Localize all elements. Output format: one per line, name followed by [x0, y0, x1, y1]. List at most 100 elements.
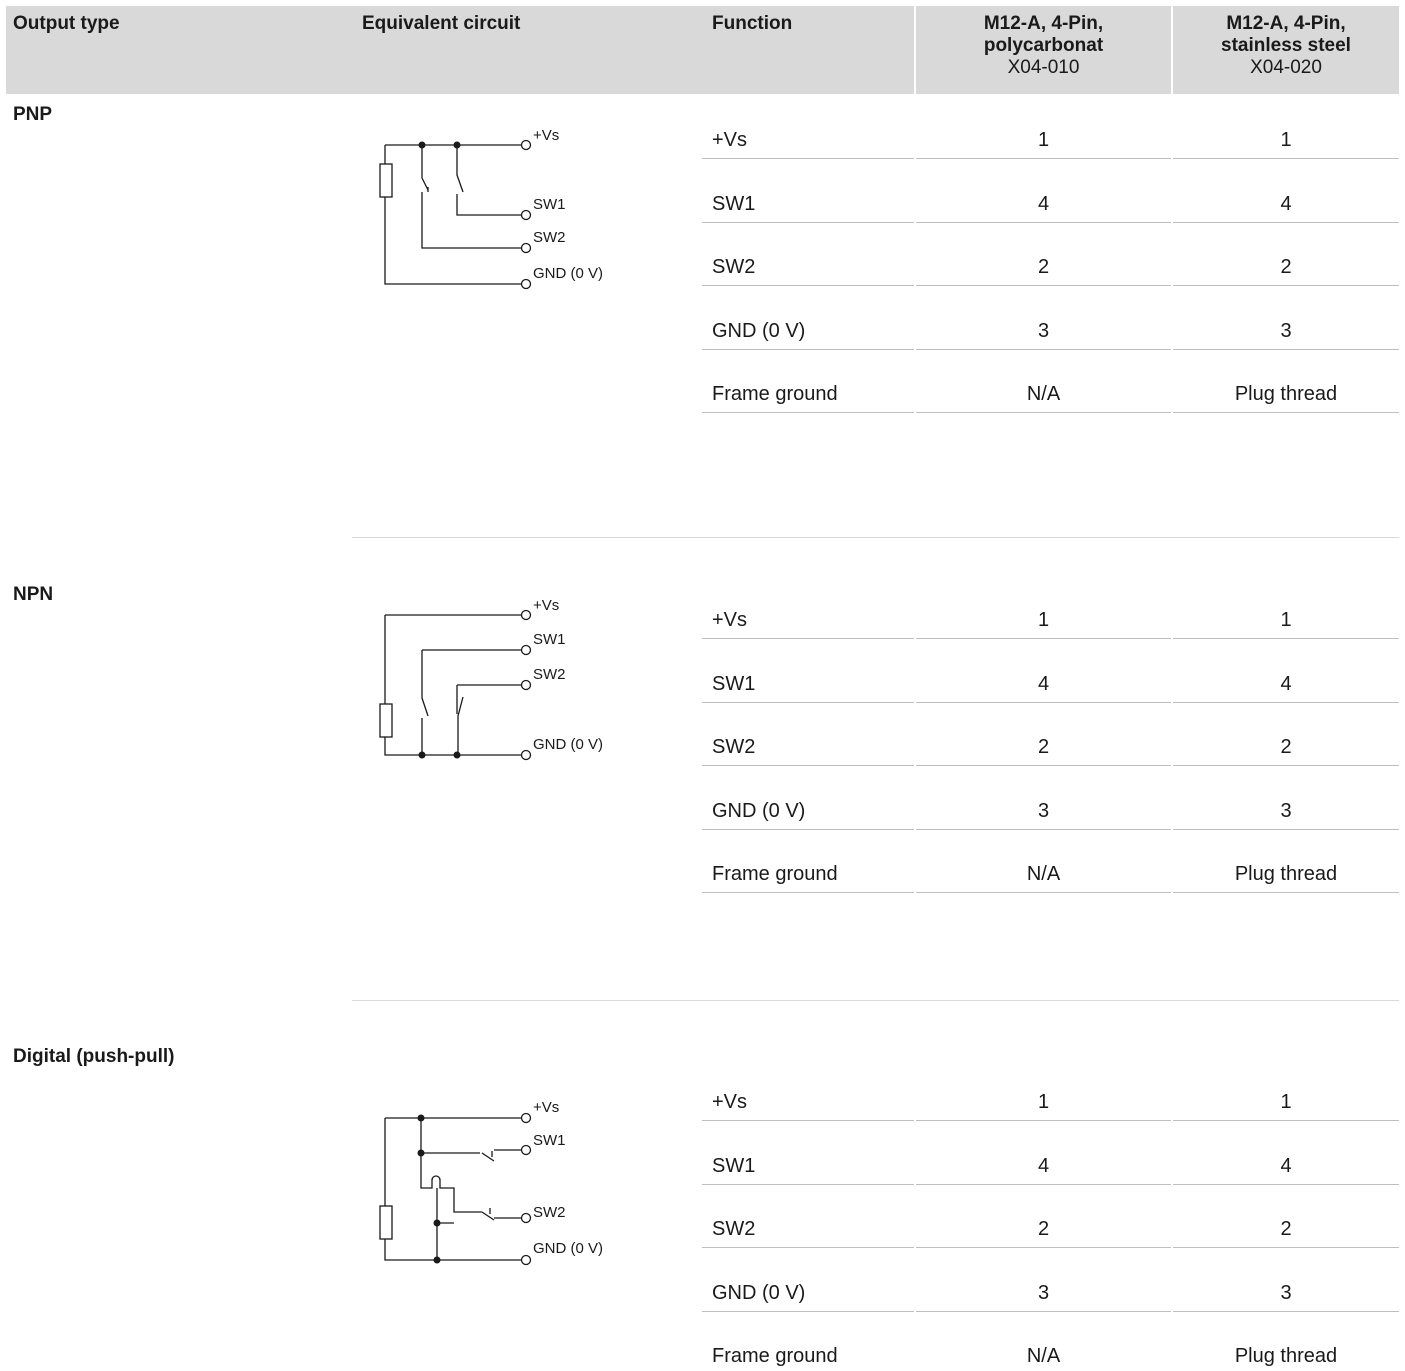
row-pin-stainless: 2	[1280, 1218, 1292, 1240]
row-function: SW2	[712, 1218, 756, 1240]
row-pin-stainless: 1	[1280, 1091, 1292, 1113]
row-function: SW1	[712, 673, 756, 695]
row-divider	[916, 222, 1171, 223]
row-pin-stainless: Plug thread	[1234, 383, 1338, 405]
row-divider	[1173, 1311, 1399, 1312]
row-pin-polycarbonat: 2	[1037, 1218, 1050, 1240]
push-pull-sw1-label: SW1	[533, 1132, 566, 1149]
section-label-pnp: PNP	[13, 104, 53, 125]
push-pull-row-sw1: SW1 4 4	[702, 1121, 1399, 1185]
row-pin-stainless: 4	[1280, 1155, 1292, 1177]
row-divider	[916, 1184, 1171, 1185]
pnp-row-sw1: SW1 4 4	[702, 159, 1399, 223]
pnp-sw1-label: SW1	[533, 196, 566, 213]
header-col2-code: X04-020	[1250, 57, 1322, 78]
pnp-row-gnd: GND (0 V) 3 3	[702, 286, 1399, 350]
row-divider	[1173, 412, 1399, 413]
row-function: GND (0 V)	[712, 800, 806, 822]
row-function: SW2	[712, 256, 756, 278]
row-divider	[916, 158, 1171, 159]
npn-row-gnd: GND (0 V) 3 3	[702, 766, 1399, 830]
npn-row-sw2: SW2 2 2	[702, 702, 1399, 766]
row-divider	[702, 412, 914, 413]
row-divider	[916, 349, 1171, 350]
npn-row-frame-ground: Frame ground N/A Plug thread	[702, 829, 1399, 893]
row-pin-polycarbonat: 4	[1037, 193, 1050, 215]
row-pin-polycarbonat: 1	[1037, 1091, 1050, 1113]
push-pull-row-vs: +Vs 1 1	[702, 1057, 1399, 1121]
section-label-npn: NPN	[13, 584, 54, 605]
row-function: +Vs	[712, 129, 748, 151]
pnp-gnd-label: GND (0 V)	[533, 265, 603, 282]
pnp-row-sw2: SW2 2 2	[702, 222, 1399, 286]
row-divider	[702, 702, 914, 703]
row-pin-polycarbonat: 1	[1037, 609, 1050, 631]
row-divider	[702, 1120, 914, 1121]
push-pull-row-sw2: SW2 2 2	[702, 1184, 1399, 1248]
pnp-row-frame-ground: Frame ground N/A Plug thread	[702, 349, 1399, 413]
section-divider	[352, 1000, 1399, 1001]
row-divider	[702, 1247, 914, 1248]
row-pin-stainless: 4	[1280, 193, 1292, 215]
row-divider	[1173, 765, 1399, 766]
row-pin-polycarbonat: 3	[1037, 1282, 1050, 1304]
section-divider	[352, 537, 1399, 538]
row-divider	[1173, 829, 1399, 830]
row-function: GND (0 V)	[712, 320, 806, 342]
row-pin-stainless: 3	[1280, 1282, 1292, 1304]
header-equivalent-circuit-label: Equivalent circuit	[362, 13, 521, 34]
row-function: Frame ground	[712, 1345, 838, 1367]
pnp-vs-label: +Vs	[533, 127, 559, 144]
row-divider	[916, 1247, 1171, 1248]
header-col-polycarbonat: M12-A, 4-Pin, polycarbonat X04-010	[916, 6, 1171, 94]
row-pin-stainless: 2	[1280, 256, 1292, 278]
pnp-row-vs: +Vs 1 1	[702, 95, 1399, 159]
row-pin-stainless: 1	[1280, 609, 1292, 631]
row-function: GND (0 V)	[712, 1282, 806, 1304]
row-divider	[1173, 638, 1399, 639]
row-divider	[916, 892, 1171, 893]
row-divider	[916, 412, 1171, 413]
row-pin-stainless: Plug thread	[1234, 863, 1338, 885]
row-divider	[702, 638, 914, 639]
row-divider	[1173, 158, 1399, 159]
row-function: Frame ground	[712, 863, 838, 885]
row-divider	[916, 829, 1171, 830]
row-divider	[916, 765, 1171, 766]
row-divider	[1173, 1247, 1399, 1248]
header-col2-line1: M12-A, 4-Pin,	[1226, 13, 1346, 34]
npn-row-sw1: SW1 4 4	[702, 639, 1399, 703]
section-label-push-pull: Digital (push-pull)	[13, 1046, 175, 1067]
header-output-type-label: Output type	[13, 13, 120, 34]
push-pull-row-gnd: GND (0 V) 3 3	[702, 1248, 1399, 1312]
header-function: Function	[704, 6, 914, 94]
row-pin-stainless: 4	[1280, 673, 1292, 695]
row-function: +Vs	[712, 609, 748, 631]
push-pull-gnd-label: GND (0 V)	[533, 1240, 603, 1257]
row-function: Frame ground	[712, 383, 838, 405]
row-divider	[702, 1184, 914, 1185]
row-divider	[1173, 222, 1399, 223]
row-divider	[916, 702, 1171, 703]
header-col1-code: X04-010	[1007, 57, 1080, 78]
push-pull-row-frame-ground: Frame ground N/A Plug thread	[702, 1304, 1399, 1368]
row-divider	[702, 892, 914, 893]
row-divider	[702, 829, 914, 830]
header-function-label: Function	[712, 13, 793, 34]
row-divider	[1173, 349, 1399, 350]
push-pull-sw2-label: SW2	[533, 1204, 566, 1221]
npn-sw1-label: SW1	[533, 631, 566, 648]
npn-row-vs: +Vs 1 1	[702, 575, 1399, 639]
row-function: SW1	[712, 1155, 756, 1177]
row-pin-polycarbonat: 1	[1037, 129, 1050, 151]
row-divider	[702, 349, 914, 350]
row-divider	[916, 1311, 1171, 1312]
row-divider	[1173, 702, 1399, 703]
npn-circuit-diagram: +Vs SW1 SW2 GND (0 V)	[379, 597, 603, 761]
header-output-type: Output type	[6, 6, 355, 94]
push-pull-vs-label: +Vs	[533, 1099, 559, 1116]
row-divider	[702, 285, 914, 286]
row-divider	[916, 1120, 1171, 1121]
npn-sw2-label: SW2	[533, 666, 566, 683]
row-pin-polycarbonat: N/A	[1026, 383, 1061, 405]
